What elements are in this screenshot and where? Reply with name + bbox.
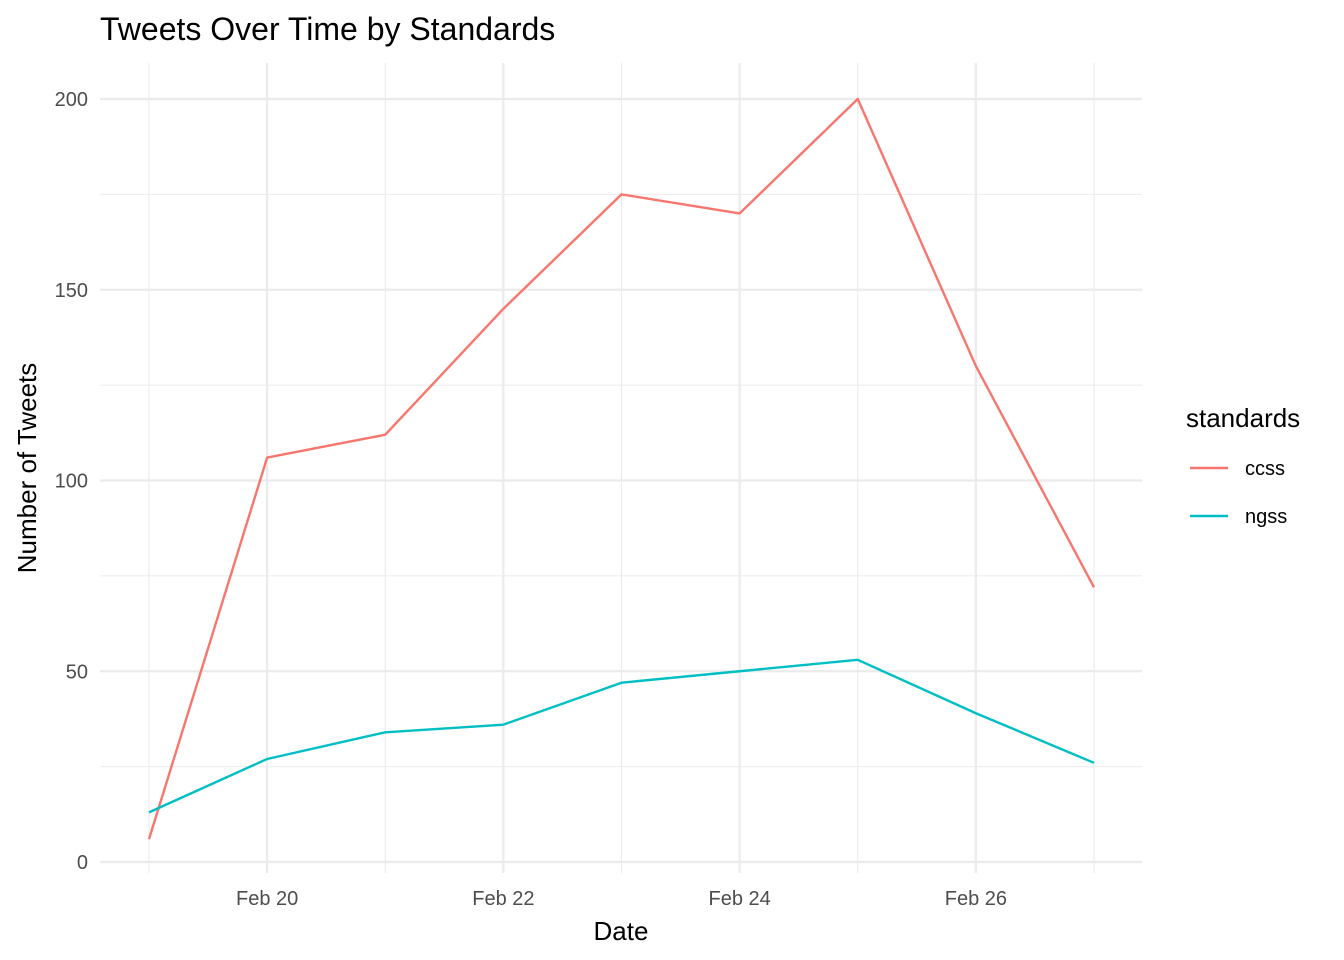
y-tick-label: 0: [77, 852, 88, 874]
chart-title: Tweets Over Time by Standards: [100, 11, 555, 47]
gridlines: [100, 63, 1142, 873]
x-axis-title: Date: [594, 916, 649, 946]
x-tick-label: Feb 20: [236, 888, 298, 910]
legend-label-ccss: ccss: [1245, 458, 1285, 480]
series-line-ccss: [147, 97, 1096, 840]
x-axis-tick-labels: Feb 20 Feb 22 Feb 24 Feb 26: [236, 888, 1007, 910]
x-tick-label: Feb 22: [472, 888, 534, 910]
series-lines: [147, 97, 1096, 840]
legend-title: standards: [1186, 403, 1300, 433]
y-tick-label: 50: [66, 661, 88, 683]
x-tick-label: Feb 24: [708, 888, 770, 910]
y-axis-title: Number of Tweets: [12, 363, 42, 574]
y-tick-label: 200: [55, 89, 88, 111]
legend-label-ngss: ngss: [1245, 506, 1287, 528]
series-line-ngss: [148, 658, 1095, 814]
y-axis-tick-labels: 0 50 100 150 200: [55, 89, 88, 874]
y-tick-label: 100: [55, 471, 88, 493]
y-tick-label: 150: [55, 280, 88, 302]
legend: standards ccss ngss: [1186, 403, 1300, 528]
x-tick-label: Feb 26: [945, 888, 1007, 910]
